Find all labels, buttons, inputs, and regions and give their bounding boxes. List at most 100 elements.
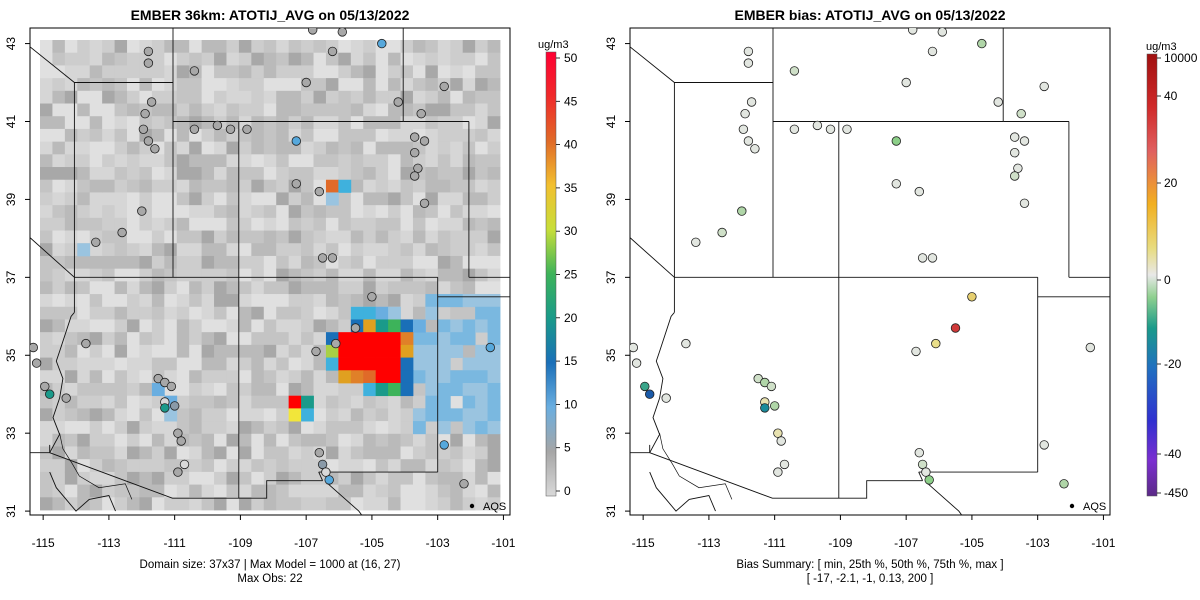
- aqs-station-marker[interactable]: [324, 475, 334, 485]
- aqs-station-marker[interactable]: [81, 338, 91, 349]
- aqs-station-marker[interactable]: [321, 467, 331, 477]
- aqs-station-marker[interactable]: [169, 401, 180, 411]
- aqs-station-marker[interactable]: [29, 342, 38, 353]
- aqs-station-marker[interactable]: [773, 428, 783, 438]
- aqs-station-marker[interactable]: [212, 120, 223, 131]
- aqs-station-marker[interactable]: [485, 342, 496, 353]
- aqs-station-marker[interactable]: [317, 253, 328, 263]
- aqs-station-marker[interactable]: [681, 338, 691, 349]
- aqs-station-marker[interactable]: [367, 292, 377, 302]
- aqs-station-marker[interactable]: [743, 46, 754, 57]
- aqs-station-marker[interactable]: [640, 381, 650, 392]
- aqs-station-marker[interactable]: [410, 171, 420, 181]
- aqs-station-marker[interactable]: [746, 97, 757, 107]
- aqs-station-marker[interactable]: [737, 206, 747, 216]
- aqs-station-marker[interactable]: [117, 227, 127, 238]
- aqs-station-marker[interactable]: [31, 358, 42, 368]
- aqs-station-marker[interactable]: [439, 440, 449, 450]
- aqs-station-marker[interactable]: [914, 448, 925, 458]
- aqs-station-marker[interactable]: [242, 124, 252, 135]
- aqs-station-marker[interactable]: [419, 198, 430, 209]
- aqs-station-marker[interactable]: [311, 346, 321, 357]
- aqs-station-marker[interactable]: [908, 26, 918, 35]
- aqs-station-marker[interactable]: [891, 136, 902, 146]
- aqs-station-marker[interactable]: [331, 338, 341, 349]
- aqs-station-marker[interactable]: [717, 227, 727, 238]
- aqs-station-marker[interactable]: [1016, 108, 1026, 119]
- aqs-station-marker[interactable]: [301, 77, 311, 88]
- aqs-station-marker[interactable]: [911, 346, 921, 357]
- aqs-station-marker[interactable]: [740, 108, 750, 119]
- aqs-station-marker[interactable]: [140, 108, 150, 119]
- aqs-station-marker[interactable]: [1039, 81, 1049, 92]
- aqs-station-marker[interactable]: [416, 108, 426, 119]
- aqs-station-marker[interactable]: [1085, 342, 1096, 353]
- aqs-station-marker[interactable]: [173, 428, 183, 438]
- aqs-station-marker[interactable]: [1010, 132, 1020, 142]
- aqs-station-marker[interactable]: [967, 292, 977, 302]
- aqs-station-marker[interactable]: [179, 459, 190, 470]
- aqs-station-marker[interactable]: [393, 97, 403, 107]
- aqs-station-marker[interactable]: [327, 253, 338, 263]
- aqs-station-marker[interactable]: [143, 58, 154, 68]
- aqs-station-marker[interactable]: [146, 97, 157, 107]
- aqs-station-marker[interactable]: [291, 136, 302, 146]
- aqs-station-marker[interactable]: [439, 81, 449, 92]
- aqs-station-marker[interactable]: [317, 459, 328, 470]
- aqs-station-marker[interactable]: [410, 132, 420, 142]
- aqs-station-marker[interactable]: [825, 124, 836, 135]
- aqs-station-marker[interactable]: [914, 186, 925, 197]
- aqs-station-marker[interactable]: [291, 179, 302, 189]
- aqs-station-marker[interactable]: [917, 253, 928, 263]
- aqs-station-marker[interactable]: [842, 124, 852, 135]
- aqs-station-marker[interactable]: [40, 381, 50, 392]
- aqs-station-marker[interactable]: [1010, 171, 1020, 181]
- aqs-station-marker[interactable]: [337, 28, 347, 37]
- aqs-station-marker[interactable]: [225, 124, 236, 135]
- aqs-station-marker[interactable]: [314, 448, 325, 458]
- aqs-station-marker[interactable]: [917, 459, 928, 470]
- aqs-station-marker[interactable]: [750, 144, 760, 154]
- aqs-station-marker[interactable]: [91, 237, 101, 248]
- aqs-station-marker[interactable]: [189, 66, 200, 76]
- aqs-station-marker[interactable]: [1019, 136, 1030, 146]
- aqs-station-marker[interactable]: [812, 120, 823, 131]
- aqs-station-marker[interactable]: [779, 459, 790, 470]
- aqs-station-marker[interactable]: [927, 253, 938, 263]
- aqs-station-marker[interactable]: [776, 436, 786, 446]
- aqs-station-marker[interactable]: [45, 389, 55, 399]
- aqs-station-marker[interactable]: [743, 136, 754, 146]
- aqs-station-marker[interactable]: [173, 467, 183, 477]
- aqs-station-marker[interactable]: [924, 475, 934, 485]
- aqs-station-marker[interactable]: [901, 77, 911, 88]
- aqs-station-marker[interactable]: [377, 38, 387, 49]
- aqs-station-marker[interactable]: [789, 66, 800, 76]
- aqs-station-marker[interactable]: [766, 381, 777, 392]
- aqs-station-marker[interactable]: [137, 206, 147, 216]
- aqs-station-marker[interactable]: [176, 436, 186, 446]
- aqs-station-marker[interactable]: [789, 124, 800, 135]
- aqs-station-marker[interactable]: [691, 237, 701, 248]
- aqs-station-marker[interactable]: [1039, 440, 1049, 450]
- aqs-station-marker[interactable]: [769, 401, 780, 411]
- aqs-station-marker[interactable]: [631, 358, 642, 368]
- aqs-station-marker[interactable]: [993, 97, 1003, 107]
- aqs-station-marker[interactable]: [143, 136, 154, 146]
- aqs-station-marker[interactable]: [314, 186, 325, 197]
- aqs-station-marker[interactable]: [645, 389, 655, 399]
- aqs-station-marker[interactable]: [891, 179, 902, 189]
- aqs-station-marker[interactable]: [410, 147, 420, 158]
- aqs-station-marker[interactable]: [1019, 198, 1030, 209]
- aqs-station-marker[interactable]: [350, 323, 361, 333]
- aqs-station-marker[interactable]: [138, 124, 149, 135]
- aqs-station-marker[interactable]: [977, 38, 987, 49]
- aqs-station-marker[interactable]: [927, 46, 938, 57]
- aqs-station-marker[interactable]: [950, 323, 961, 333]
- aqs-station-marker[interactable]: [773, 467, 783, 477]
- aqs-station-marker[interactable]: [150, 144, 160, 154]
- aqs-station-marker[interactable]: [308, 26, 318, 35]
- aqs-station-marker[interactable]: [661, 393, 671, 403]
- aqs-station-marker[interactable]: [1010, 147, 1020, 158]
- aqs-station-marker[interactable]: [921, 467, 931, 477]
- aqs-station-marker[interactable]: [143, 46, 154, 57]
